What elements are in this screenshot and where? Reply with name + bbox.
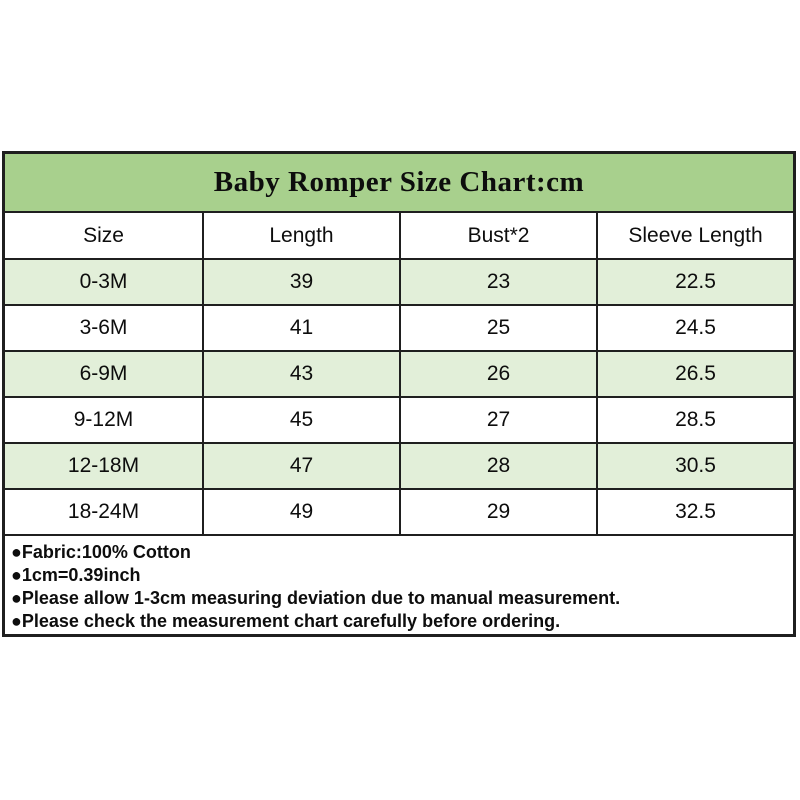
cell-size: 18-24M: [5, 490, 202, 534]
cell-size: 12-18M: [5, 444, 202, 488]
table-row-18-24m: 18-24M 49 29 32.5: [5, 490, 793, 536]
cell-sleeve: 22.5: [596, 260, 793, 304]
cell-size: 0-3M: [5, 260, 202, 304]
cell-sleeve: 30.5: [596, 444, 793, 488]
cell-bust: 23: [399, 260, 596, 304]
cell-sleeve: 26.5: [596, 352, 793, 396]
column-header-sleeve: Sleeve Length: [596, 213, 793, 258]
table-row-0-3m: 0-3M 39 23 22.5: [5, 260, 793, 306]
cell-size: 6-9M: [5, 352, 202, 396]
cell-sleeve: 28.5: [596, 398, 793, 442]
table-row-3-6m: 3-6M 41 25 24.5: [5, 306, 793, 352]
notes-section: ●Fabric:100% Cotton ●1cm=0.39inch ●Pleas…: [5, 536, 793, 634]
cell-length: 49: [202, 490, 399, 534]
note-check: ●Please check the measurement chart care…: [11, 611, 561, 631]
column-header-size: Size: [5, 213, 202, 258]
cell-sleeve: 32.5: [596, 490, 793, 534]
cell-bust: 25: [399, 306, 596, 350]
table-row-6-9m: 6-9M 43 26 26.5: [5, 352, 793, 398]
cell-length: 39: [202, 260, 399, 304]
size-chart-table: Baby Romper Size Chart:cm Size Length Bu…: [2, 151, 796, 637]
cell-bust: 29: [399, 490, 596, 534]
cell-size: 3-6M: [5, 306, 202, 350]
cell-bust: 28: [399, 444, 596, 488]
cell-sleeve: 24.5: [596, 306, 793, 350]
cell-bust: 26: [399, 352, 596, 396]
cell-length: 43: [202, 352, 399, 396]
cell-length: 47: [202, 444, 399, 488]
cell-length: 45: [202, 398, 399, 442]
note-fabric: ●Fabric:100% Cotton: [11, 542, 191, 562]
cell-size: 9-12M: [5, 398, 202, 442]
note-unit: ●1cm=0.39inch: [11, 565, 141, 585]
table-header-row: Size Length Bust*2 Sleeve Length: [5, 213, 793, 260]
cell-bust: 27: [399, 398, 596, 442]
column-header-length: Length: [202, 213, 399, 258]
note-deviation: ●Please allow 1-3cm measuring deviation …: [11, 588, 621, 608]
chart-title: Baby Romper Size Chart:cm: [213, 166, 585, 198]
table-row-12-18m: 12-18M 47 28 30.5: [5, 444, 793, 490]
column-header-bust: Bust*2: [399, 213, 596, 258]
table-row-9-12m: 9-12M 45 27 28.5: [5, 398, 793, 444]
table-title-bar: Baby Romper Size Chart:cm: [5, 154, 793, 213]
cell-length: 41: [202, 306, 399, 350]
